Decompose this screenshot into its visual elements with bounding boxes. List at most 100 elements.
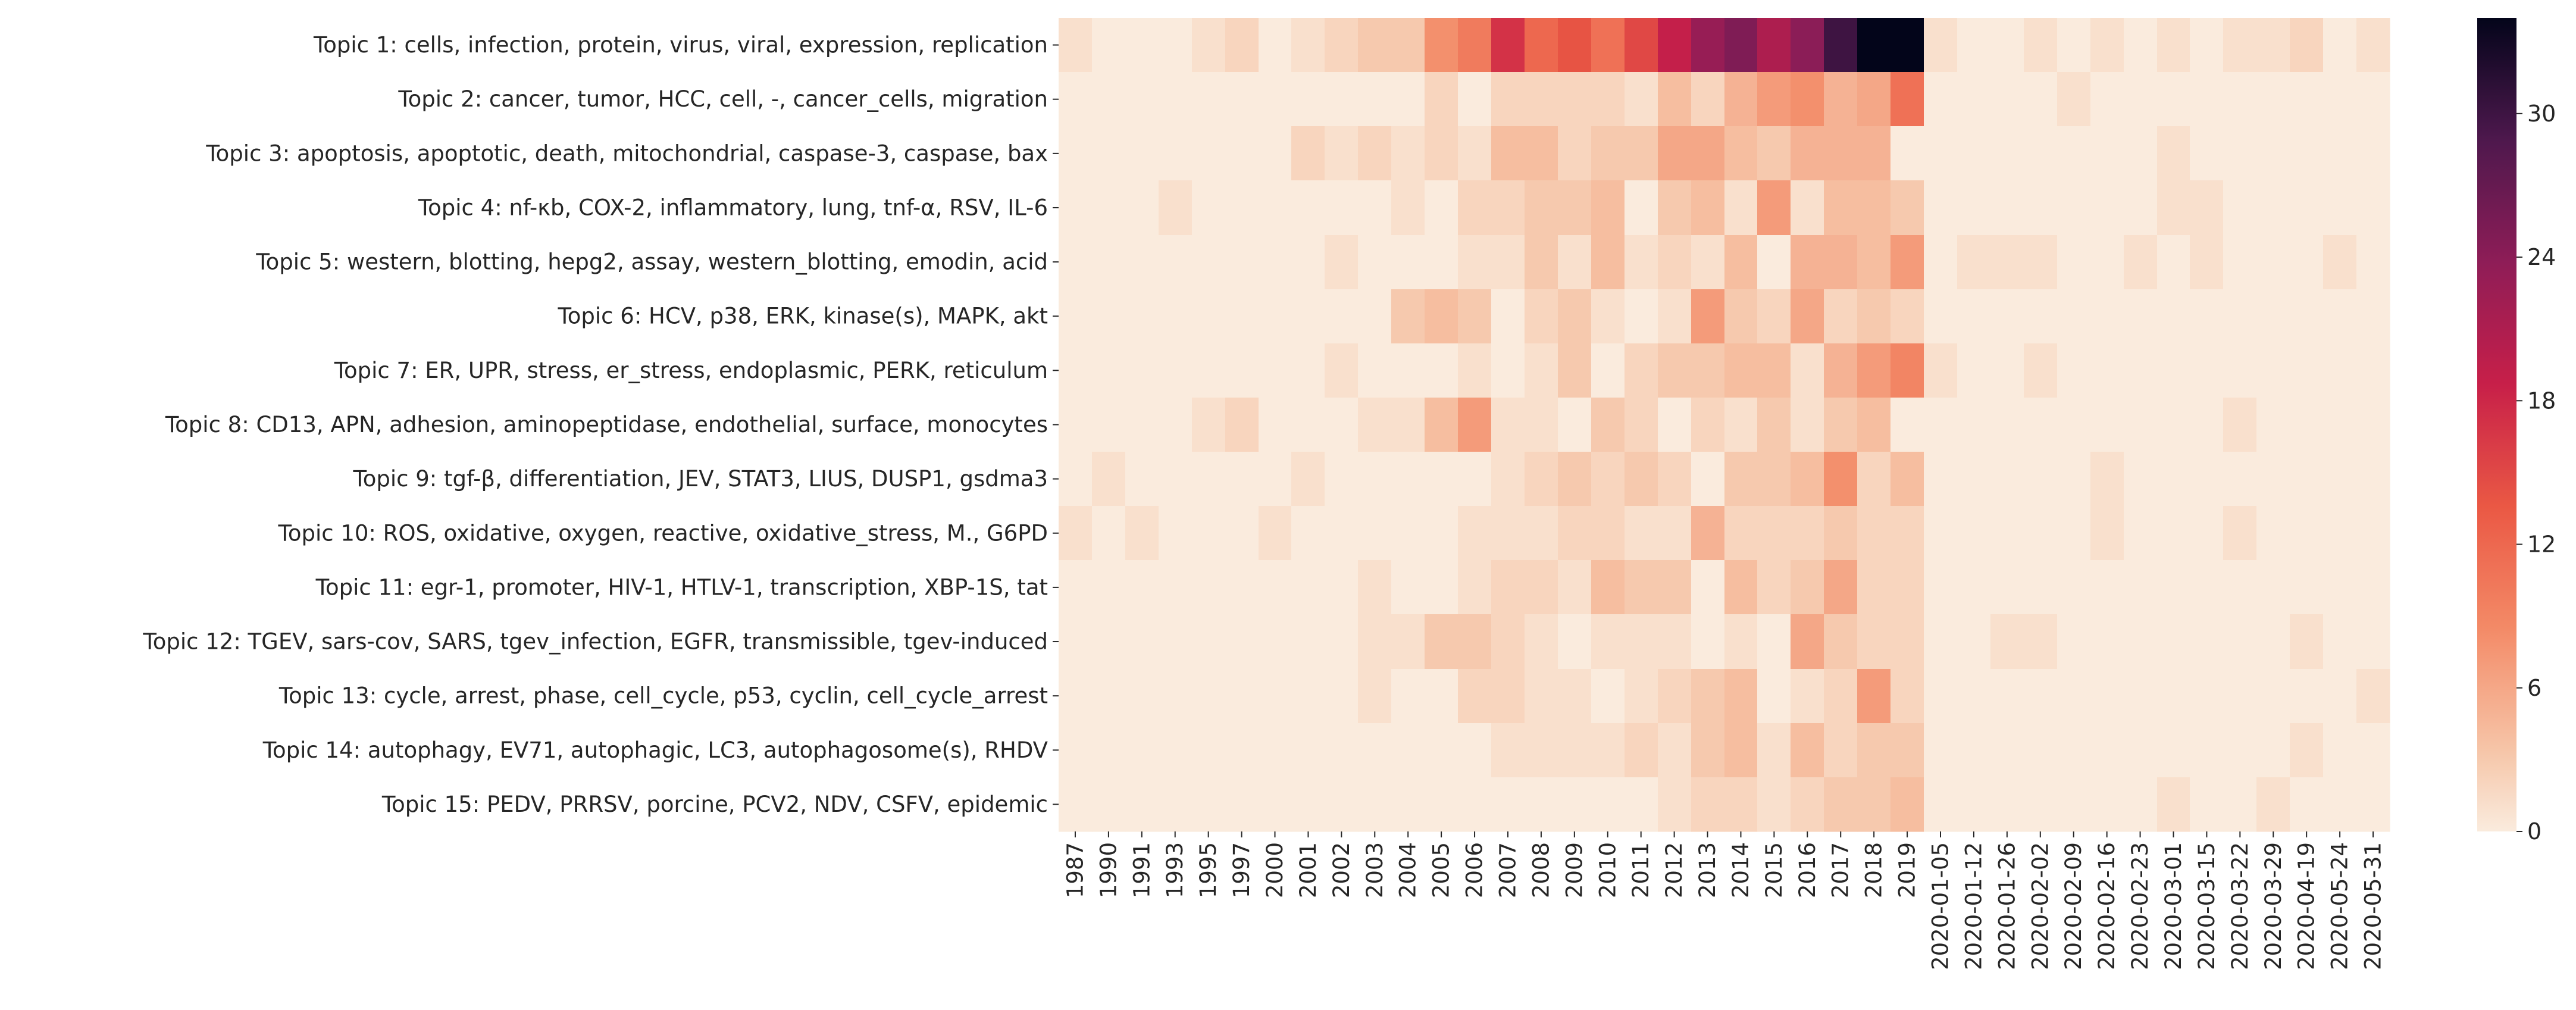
heatmap-cell [1558, 560, 1592, 615]
heatmap-cell [1957, 452, 1991, 506]
heatmap-cell [1924, 398, 1958, 452]
heatmap-cell [2057, 18, 2091, 73]
heatmap-cell [1824, 452, 1858, 506]
heatmap-cell [2223, 614, 2257, 670]
heatmap-cell [2124, 723, 2158, 778]
heatmap-cell [2223, 669, 2257, 724]
heatmap-cell [1525, 343, 1558, 398]
heatmap-cell [1059, 72, 1093, 127]
heatmap-cell [1059, 343, 1093, 398]
heatmap-cell [1391, 126, 1425, 181]
heatmap-cell [1990, 343, 2024, 398]
heatmap-cell [2090, 289, 2124, 344]
x-tick-label: 2020-02-02 [2027, 842, 2053, 970]
heatmap-cell [1259, 614, 1292, 670]
heatmap-cell [1491, 289, 1525, 344]
heatmap-cell [1192, 723, 1226, 778]
heatmap-cell [1957, 289, 1991, 344]
heatmap-cell [1857, 560, 1891, 615]
heatmap-cell [1824, 72, 1858, 127]
x-tick-label: 2011 [1628, 842, 1654, 898]
heatmap-cell [2190, 18, 2224, 73]
heatmap-cell [1225, 560, 1259, 615]
heatmap-cell [1192, 180, 1226, 236]
heatmap-cell [1890, 398, 1924, 452]
heatmap-cell [1924, 72, 1958, 127]
x-tick-label: 2020-02-16 [2094, 842, 2120, 970]
heatmap-cell [1458, 452, 1492, 506]
heatmap-cell [1125, 452, 1159, 506]
heatmap-cell [1857, 452, 1891, 506]
heatmap-cell [2024, 452, 2058, 506]
heatmap-cell [1125, 126, 1159, 181]
heatmap-cell [1192, 614, 1226, 670]
heatmap-cell [1990, 506, 2024, 561]
x-tick-label: 2019 [1895, 842, 1920, 898]
heatmap-cell [1625, 289, 1658, 344]
heatmap-cell [1325, 343, 1359, 398]
heatmap-cell [1059, 777, 1093, 832]
heatmap-cell [2157, 343, 2190, 398]
heatmap-cell [1890, 614, 1924, 670]
heatmap-cell [1757, 452, 1791, 506]
heatmap-cell [1824, 506, 1858, 561]
heatmap-cell [1325, 452, 1359, 506]
heatmap-cell [1757, 723, 1791, 778]
x-tick-label: 1991 [1129, 842, 1154, 898]
heatmap-cell [1525, 723, 1558, 778]
heatmap-cell [1724, 506, 1758, 561]
heatmap-cell [2256, 180, 2290, 236]
heatmap-cell [1259, 723, 1292, 778]
heatmap-cell [2057, 72, 2091, 127]
heatmap-cell [1890, 126, 1924, 181]
heatmap-cell [1558, 614, 1592, 670]
x-tick-label: 2020-03-22 [2227, 842, 2253, 970]
heatmap-cell [1325, 723, 1359, 778]
heatmap-cell [2323, 506, 2357, 561]
heatmap-cell [1857, 506, 1891, 561]
heatmap-cell [1757, 343, 1791, 398]
heatmap-cell [1591, 343, 1625, 398]
heatmap-cell [2323, 669, 2357, 724]
heatmap-cell [2190, 452, 2224, 506]
heatmap-cell [2323, 777, 2357, 832]
heatmap-cell [1658, 723, 1692, 778]
heatmap-cell [1325, 506, 1359, 561]
heatmap-cell [1558, 235, 1592, 290]
heatmap-cell [1259, 669, 1292, 724]
colorbar-tick-label: 30 [2527, 101, 2556, 127]
heatmap-cell [1691, 723, 1725, 778]
heatmap-cell [2290, 560, 2324, 615]
heatmap-cell [2057, 180, 2091, 236]
heatmap-cell [1525, 398, 1558, 452]
heatmap-cell [1458, 560, 1492, 615]
heatmap-cell [1625, 343, 1658, 398]
heatmap-cell [1259, 126, 1292, 181]
heatmap-cell [2157, 777, 2190, 832]
heatmap-cell [2124, 777, 2158, 832]
heatmap-cell [2190, 72, 2224, 127]
heatmap-cell [1491, 777, 1525, 832]
heatmap-cell [1325, 18, 1359, 73]
heatmap-cell [1691, 777, 1725, 832]
heatmap-cell [1658, 777, 1692, 832]
heatmap-cell [2256, 506, 2290, 561]
heatmap-cell [1957, 614, 1991, 670]
heatmap-cell [1990, 777, 2024, 832]
heatmap-cell [2057, 723, 2091, 778]
heatmap-cell [1857, 343, 1891, 398]
heatmap-cell [1325, 614, 1359, 670]
x-tick-label: 2013 [1695, 842, 1720, 898]
heatmap-cell [1391, 18, 1425, 73]
heatmap-cell [2356, 506, 2390, 561]
heatmap-cell [1691, 126, 1725, 181]
heatmap-cell [1757, 235, 1791, 290]
heatmap-cell [1591, 126, 1625, 181]
heatmap-cell [1658, 72, 1692, 127]
heatmap-cell [2157, 235, 2190, 290]
heatmap-cell [1957, 669, 1991, 724]
heatmap-cell [1591, 398, 1625, 452]
heatmap-cell [2024, 289, 2058, 344]
x-tick-label: 2010 [1595, 842, 1620, 898]
heatmap-cell [1990, 72, 2024, 127]
